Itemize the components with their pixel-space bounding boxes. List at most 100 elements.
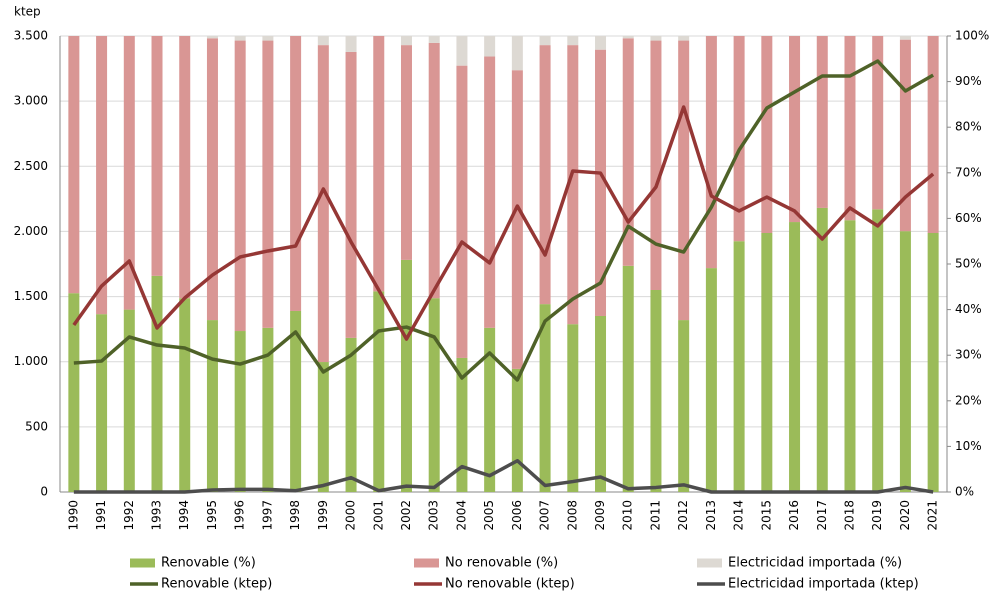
x-tick-label: 2015: [759, 500, 773, 531]
bar: [345, 337, 357, 492]
x-tick-label: 2005: [482, 500, 496, 531]
bar: [539, 36, 551, 46]
x-tick-label: 2009: [593, 500, 607, 531]
line: [73, 59, 935, 382]
x-tick-label: 2012: [676, 500, 690, 531]
bar: [234, 40, 246, 332]
x-tick-label: 2013: [704, 500, 718, 531]
bar: [567, 45, 579, 325]
legend-swatch: [697, 558, 722, 568]
bar: [234, 331, 246, 492]
bar: [317, 45, 329, 363]
bar: [400, 259, 412, 492]
legend-label: No renovable (%): [445, 556, 558, 571]
y2-tick-label: 40%: [955, 302, 982, 316]
y2-tick-label: 50%: [955, 257, 982, 271]
bar: [816, 36, 828, 208]
bar: [206, 320, 218, 492]
bar: [595, 36, 607, 50]
y2-tick-label: 30%: [955, 348, 982, 362]
bar: [262, 40, 274, 328]
bar: [345, 51, 357, 338]
legend-swatch: [414, 558, 439, 568]
x-tick-label: 1999: [316, 500, 330, 531]
x-tick-label: 2003: [427, 500, 441, 531]
legend-label: Electricidad importada (ktep): [728, 577, 919, 592]
bar: [290, 310, 302, 492]
x-tick-label: 1998: [288, 500, 302, 531]
line: [72, 105, 935, 341]
x-tick-label: 2001: [371, 500, 385, 531]
legend-swatch: [130, 558, 155, 568]
bar: [872, 209, 884, 492]
y-tick-label: 3.000: [14, 94, 48, 108]
x-tick-label: 2017: [815, 500, 829, 531]
bar: [456, 65, 468, 358]
x-tick-label: 2004: [454, 500, 468, 531]
bar: [678, 40, 690, 321]
bar: [96, 36, 108, 315]
bar: [622, 36, 634, 39]
bar: [456, 357, 468, 492]
bar: [678, 36, 690, 41]
legend-label: No renovable (ktep): [445, 577, 575, 592]
bar: [733, 36, 745, 242]
bar: [206, 36, 218, 39]
x-tick-label: 2000: [344, 500, 358, 531]
bar: [456, 36, 468, 66]
bar: [484, 36, 496, 57]
bar: [179, 298, 191, 492]
legend-label: Electricidad importada (%): [728, 556, 902, 571]
bar: [400, 45, 412, 260]
bar: [899, 231, 911, 492]
y2-tick-label: 90%: [955, 74, 982, 88]
y2-tick-label: 100%: [955, 29, 989, 43]
x-tick-label: 2014: [732, 500, 746, 531]
bar: [650, 40, 662, 290]
bar: [733, 241, 745, 492]
bar: [761, 232, 773, 492]
bar: [567, 324, 579, 492]
bar: [511, 70, 523, 369]
y2-tick-label: 60%: [955, 211, 982, 225]
y-tick-label: 3.500: [14, 29, 48, 43]
bar: [539, 304, 551, 492]
y-tick-label: 2.500: [14, 159, 48, 173]
y-axis-label: ktep: [14, 5, 41, 19]
bar: [511, 36, 523, 71]
x-tick-label: 1993: [150, 500, 164, 531]
bar: [262, 327, 274, 492]
bar: [622, 265, 634, 492]
line: [73, 458, 934, 494]
x-tick-label: 2002: [399, 500, 413, 531]
bar: [899, 39, 911, 232]
bar: [595, 49, 607, 316]
y2-tick-label: 0%: [955, 485, 974, 499]
x-tick-label: 2021: [926, 500, 940, 531]
bar: [206, 38, 218, 321]
bar: [511, 368, 523, 492]
bar: [400, 36, 412, 46]
bar: [595, 315, 607, 492]
bar: [317, 36, 329, 46]
y-tick-label: 1.000: [14, 354, 48, 368]
bar: [789, 222, 801, 492]
y2-tick-label: 80%: [955, 120, 982, 134]
y-tick-label: 0: [40, 485, 48, 499]
bar: [844, 36, 856, 221]
bar: [428, 298, 440, 492]
bar: [373, 291, 385, 492]
bar: [678, 320, 690, 492]
x-tick-label: 1991: [94, 500, 108, 531]
bar: [844, 220, 856, 492]
bar: [484, 56, 496, 328]
bar: [789, 36, 801, 223]
y-tick-label: 500: [25, 419, 48, 433]
bar: [123, 36, 135, 310]
bar: [927, 36, 939, 233]
x-tick-label: 2007: [538, 500, 552, 531]
y-tick-label: 2.000: [14, 224, 48, 238]
bar: [484, 327, 496, 492]
x-tick-label: 1992: [122, 500, 136, 531]
